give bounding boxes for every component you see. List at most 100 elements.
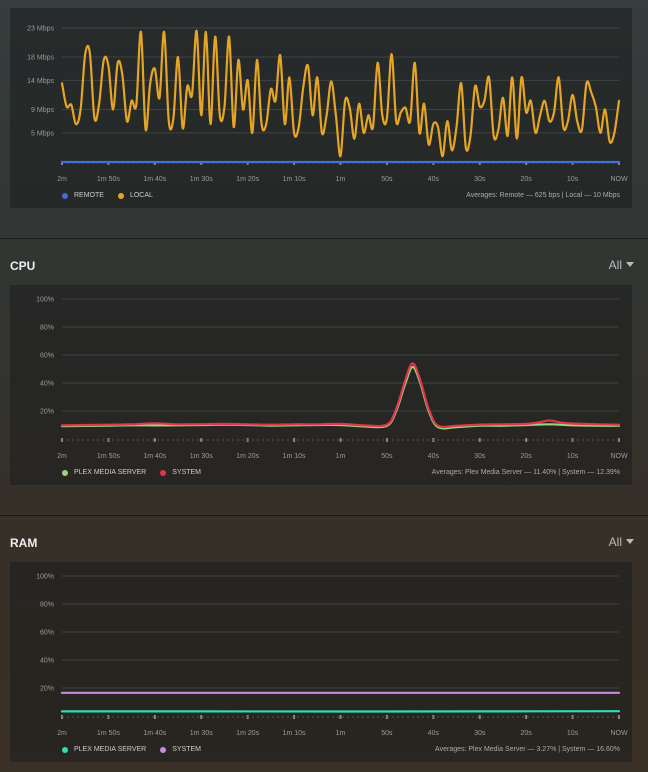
cpu-x-tick-label: 30s — [474, 453, 486, 460]
cpu-x-tick-label: 1m 30s — [190, 453, 213, 460]
cpu-x-tick — [200, 438, 203, 442]
bandwidth-y-tick-label: 18 Mbps — [27, 55, 54, 62]
bandwidth-legend: REMOTE LOCAL — [62, 192, 167, 199]
legend-item-pms-cpu[interactable]: PLEX MEDIA SERVER — [62, 469, 146, 476]
cpu-legend: PLEX MEDIA SERVER SYSTEM — [62, 469, 215, 476]
cpu-y-tick-label: 100% — [36, 297, 54, 304]
ram-x-tick-label: 40s — [428, 730, 440, 737]
ram-y-tick-label: 60% — [40, 630, 54, 637]
ram-x-tick — [525, 715, 528, 719]
cpu-x-tick — [153, 438, 156, 442]
bandwidth-x-tick-label: 1m 20s — [236, 176, 259, 183]
cpu-y-tick-label: 80% — [40, 325, 54, 332]
bandwidth-y-tick-label: 14 Mbps — [27, 78, 54, 85]
cpu-series-system[interactable] — [60, 362, 621, 429]
bandwidth-x-tick-label: 1m — [336, 176, 346, 183]
bandwidth-x-tick-label: 1m 40s — [143, 176, 166, 183]
ram-y-tick-label: 100% — [36, 574, 54, 581]
ram-x-tick-label: 1m 10s — [283, 730, 306, 737]
cpu-series-plex-media-server[interactable] — [60, 365, 621, 430]
cpu-y-tick-label: 40% — [40, 381, 54, 388]
cpu-x-tick-label: 1m 10s — [283, 453, 306, 460]
cpu-averages: Averages: Plex Media Server — 11.40% | S… — [431, 469, 620, 476]
ram-x-tick — [200, 715, 203, 719]
ram-range-dropdown[interactable]: All — [609, 535, 634, 549]
system-cpu-dot-icon — [160, 469, 167, 476]
bandwidth-series-local[interactable] — [60, 29, 621, 158]
legend-item-pms-ram[interactable]: PLEX MEDIA SERVER — [62, 746, 146, 753]
bandwidth-x-tick-label: 10s — [567, 176, 579, 183]
bandwidth-x-tick-label: 50s — [381, 176, 393, 183]
ram-legend: PLEX MEDIA SERVER SYSTEM — [62, 746, 215, 753]
ram-x-tick-label: 2m — [57, 730, 67, 737]
cpu-title: CPU — [10, 259, 36, 273]
cpu-x-tick — [385, 438, 388, 442]
ram-x-tick-label: 1m 20s — [236, 730, 259, 737]
local-dot-icon — [117, 192, 124, 199]
legend-item-system-cpu[interactable]: SYSTEM — [160, 469, 201, 476]
ram-x-tick-label: 50s — [381, 730, 393, 737]
cpu-x-tick-label: 1m 50s — [97, 453, 120, 460]
cpu-x-tick-label: 2m — [57, 453, 67, 460]
cpu-y-tick-label: 20% — [40, 409, 54, 416]
legend-label-local: LOCAL — [129, 192, 153, 199]
ram-section-header: RAM All — [0, 515, 648, 561]
bandwidth-x-tick-label: 1m 10s — [283, 176, 306, 183]
ram-y-tick-label: 80% — [40, 602, 54, 609]
bandwidth-x-tick-label: 20s — [521, 176, 533, 183]
pms-cpu-dot-icon — [62, 469, 68, 476]
cpu-y-tick-label: 60% — [40, 353, 54, 360]
bandwidth-x-tick-label: 1m 50s — [97, 176, 120, 183]
cpu-chart: 20% 40% 60% 80% 100% 2m 1m 50s 1m 40s 1m 30s 1m 2… — [36, 297, 628, 461]
cpu-x-tick-label: NOW — [610, 453, 628, 460]
cpu-x-tick — [478, 438, 481, 442]
ram-x-tick-label: 30s — [474, 730, 486, 737]
ram-x-tick-label: 20s — [521, 730, 533, 737]
cpu-x-tick-label: 1m 20s — [236, 453, 259, 460]
cpu-x-tick-label: 20s — [521, 453, 533, 460]
bandwidth-x-tick-label: 2m — [57, 176, 67, 183]
ram-x-tick — [293, 715, 296, 719]
legend-label-system-cpu: SYSTEM — [172, 469, 202, 476]
ram-x-tick-label: 1m 40s — [143, 730, 166, 737]
bandwidth-averages: Averages: Remote — 625 bps | Local — 10 … — [466, 192, 620, 199]
pms-ram-dot-icon — [62, 746, 68, 753]
legend-label-remote: REMOTE — [74, 192, 104, 199]
cpu-x-tick — [525, 438, 528, 442]
legend-item-local[interactable]: LOCAL — [117, 192, 153, 199]
bandwidth-x-tick-label: NOW — [610, 176, 628, 183]
ram-x-tick-label: 1m 50s — [97, 730, 120, 737]
cpu-range-dropdown[interactable]: All — [609, 258, 634, 272]
cpu-x-tick — [339, 438, 342, 442]
bandwidth-x-tick-label: 1m 30s — [190, 176, 213, 183]
legend-item-system-ram[interactable]: SYSTEM — [160, 746, 201, 753]
cpu-section-header: CPU All — [0, 238, 648, 284]
ram-averages: Averages: Plex Media Server — 3.27% | Sy… — [435, 746, 620, 753]
cpu-x-tick-label: 40s — [428, 453, 440, 460]
bandwidth-x-tick-label: 40s — [428, 176, 440, 183]
bandwidth-y-tick-label: 9 Mbps — [31, 107, 54, 114]
cpu-range-value: All — [608, 258, 622, 272]
cpu-chart-panel: 20% 40% 60% 80% 100% 2m 1m 50s 1m 40s 1m 30s 1m 2… — [10, 285, 632, 485]
ram-x-tick-label: 1m — [336, 730, 346, 737]
ram-x-tick — [339, 715, 342, 719]
ram-chart-panel: 20% 40% 60% 80% 100% 2m 1m 50s 1m 40s 1m 30s 1m 2… — [10, 562, 632, 762]
legend-label-pms-cpu: PLEX MEDIA SERVER — [74, 469, 147, 476]
ram-range-value: All — [608, 535, 622, 549]
legend-label-pms-ram: PLEX MEDIA SERVER — [74, 746, 147, 753]
legend-item-remote[interactable]: REMOTE — [62, 192, 104, 199]
ram-x-tick — [385, 715, 388, 719]
bandwidth-chart-panel: 5 Mbps 9 Mbps 14 Mbps 18 Mbps 23 Mbps 2m 1m 50… — [10, 8, 632, 208]
ram-y-tick-label: 40% — [40, 658, 54, 665]
cpu-x-tick-label: 50s — [381, 453, 393, 460]
ram-x-tick — [153, 715, 156, 719]
cpu-x-tick-label: 10s — [567, 453, 579, 460]
cpu-x-tick-label: 1m 40s — [143, 453, 166, 460]
legend-label-system-ram: SYSTEM — [172, 746, 202, 753]
ram-x-tick-label: 1m 30s — [190, 730, 213, 737]
cpu-x-tick — [293, 438, 296, 442]
cpu-x-tick-label: 1m — [336, 453, 346, 460]
bandwidth-chart: 5 Mbps 9 Mbps 14 Mbps 18 Mbps 23 Mbps 2m 1m 50… — [27, 25, 628, 183]
remote-dot-icon — [62, 192, 68, 199]
bandwidth-x-tick-label: 30s — [474, 176, 486, 183]
